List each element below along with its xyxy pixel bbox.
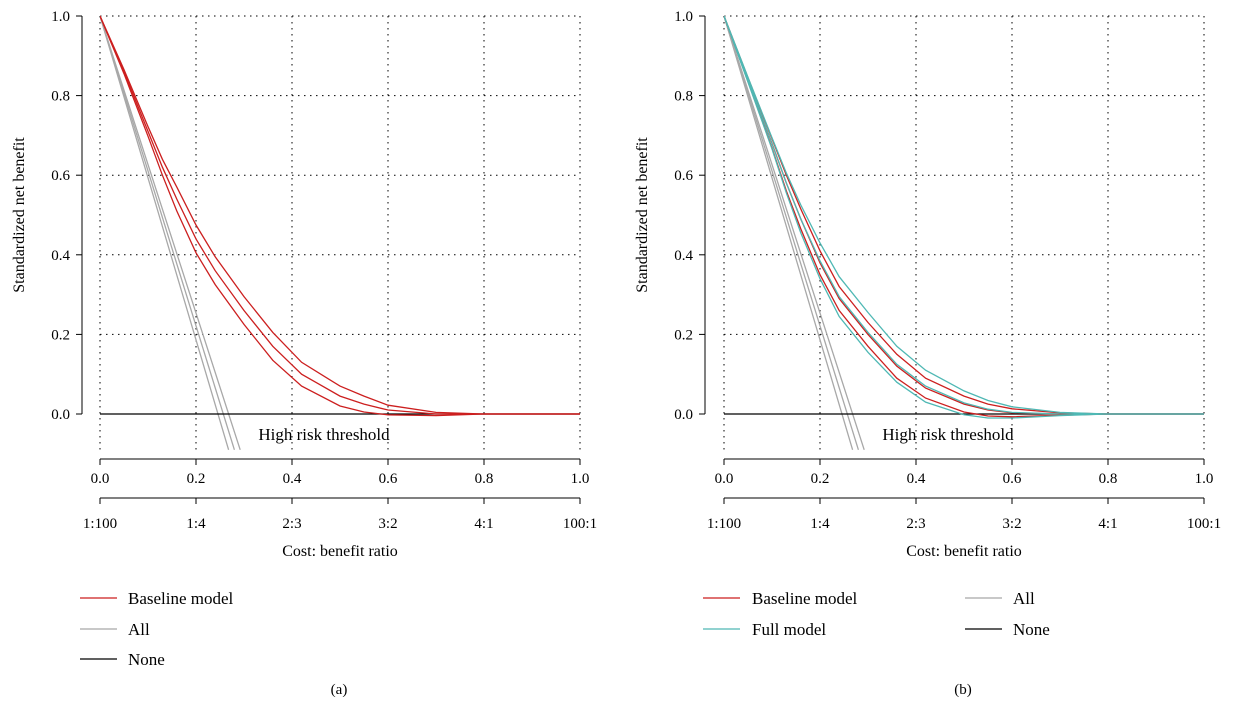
x-tick-label: 0.6 [1003,471,1022,487]
series-line-all-upper [724,15,865,450]
series-line-all [100,15,236,450]
x-axis-label: Cost: benefit ratio [906,543,1022,560]
series-line-all-lower [100,15,230,450]
ratio-tick-label: 1:4 [810,516,830,532]
ratio-tick-label: 100:1 [563,516,597,532]
y-tick-label: 1.0 [51,9,70,25]
ratio-tick-label: 1:100 [707,516,741,532]
x-tick-label: 0.8 [1099,471,1118,487]
legend-label-full: Full model [752,620,826,639]
series-line-full [724,15,1204,415]
legend-label-none: None [1013,620,1050,639]
threshold-annotation: High risk threshold [258,425,390,444]
x-tick-label: 0.0 [715,471,734,487]
x-axis-label: Cost: benefit ratio [282,543,398,560]
ratio-tick-label: 100:1 [1187,516,1221,532]
ratio-tick-label: 4:1 [474,516,493,532]
series-line-baseline-lower [724,15,1204,418]
series-line-baseline [100,15,580,415]
y-tick-label: 0.4 [51,248,70,264]
series-line-all-upper [100,15,241,450]
ratio-tick-label: 1:4 [186,516,206,532]
y-tick-label: 0.0 [674,407,693,423]
x-tick-label: 1.0 [1195,471,1214,487]
legend-label-baseline: Baseline model [752,589,858,608]
x-tick-label: 0.0 [91,471,110,487]
x-tick-label: 0.2 [811,471,830,487]
series-line-full-lower [724,15,1204,419]
chart-panel-a: 0.0 0.2 0.4 0.6 0.8 1.0 Standardized net benef… [11,9,597,698]
legend-label-all: All [1013,589,1035,608]
ratio-tick-label: 2:3 [906,516,925,532]
y-tick-label: 1.0 [674,9,693,25]
series-line-baseline-upper [100,15,580,415]
y-tick-label: 0.0 [51,407,70,423]
ratio-tick-label: 2:3 [282,516,301,532]
legend-label-baseline: Baseline model [128,589,234,608]
y-axis-label: Standardized net benefit [11,137,28,293]
y-tick-label: 0.2 [51,327,70,343]
series-line-all-lower [724,15,854,450]
legend-label-none: None [128,650,165,669]
series-line-full-upper [724,15,1204,415]
legend-label-all: All [128,620,150,639]
y-axis-label: Standardized net benefit [634,137,651,293]
y-tick-label: 0.6 [674,168,693,184]
y-tick-label: 0.6 [51,168,70,184]
ratio-tick-label: 1:100 [83,516,117,532]
ratio-tick-label: 4:1 [1098,516,1117,532]
ratio-tick-label: 3:2 [378,516,397,532]
x-tick-label: 0.4 [283,471,302,487]
series-line-all [724,15,860,450]
series-group [100,15,580,450]
y-tick-label: 0.8 [674,89,693,105]
y-tick-label: 0.8 [51,89,70,105]
x-tick-label: 1.0 [571,471,590,487]
series-line-baseline-lower [100,15,580,417]
threshold-annotation: High risk threshold [882,425,1014,444]
panel-label: (b) [954,682,972,698]
y-tick-label: 0.2 [674,327,693,343]
x-tick-label: 0.4 [907,471,926,487]
ratio-tick-label: 3:2 [1002,516,1021,532]
x-tick-label: 0.2 [187,471,206,487]
x-tick-label: 0.8 [475,471,494,487]
chart-panel-b: 0.0 0.2 0.4 0.6 0.8 1.0 Standardized net benef… [634,9,1221,698]
series-group [724,15,1204,450]
y-tick-label: 0.4 [674,248,693,264]
x-tick-label: 0.6 [379,471,398,487]
panel-label: (a) [331,682,348,698]
